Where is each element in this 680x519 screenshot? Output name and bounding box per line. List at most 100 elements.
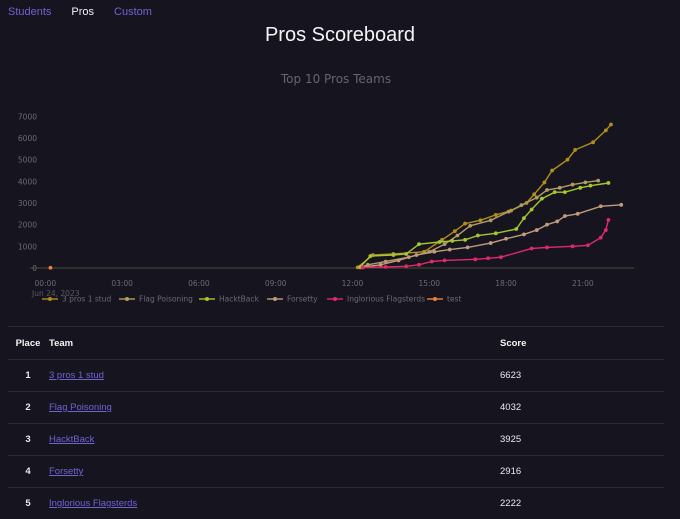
header-place: Place [8, 327, 48, 360]
data-point [417, 242, 421, 246]
data-point [504, 237, 508, 241]
data-point [463, 222, 467, 226]
data-point [583, 181, 587, 185]
legend-label: test [447, 295, 461, 304]
x-tick-label: 15:00 [418, 279, 440, 288]
y-tick-label: 1000 [18, 242, 37, 251]
data-point [432, 250, 436, 254]
data-point [532, 192, 536, 196]
data-point [368, 254, 372, 258]
y-tick-label: 4000 [18, 177, 37, 186]
nav-link-custom[interactable]: Custom [114, 6, 152, 18]
data-point [494, 231, 498, 235]
data-point [443, 259, 447, 263]
x-tick-label: 09:00 [265, 279, 287, 288]
legend-swatch-dot [333, 297, 337, 301]
data-point [479, 218, 483, 222]
legend-item: Flag Poisoning [119, 295, 193, 304]
x-tick-label: 03:00 [111, 279, 133, 288]
scoreboard-table-container: Place Team Score 1 3 pros 1 stud 6623 2 … [8, 326, 664, 519]
legend-label: 3 pros 1 stud [62, 295, 111, 304]
x-tick-label: 18:00 [495, 279, 517, 288]
legend-label: Inglorious Flagsterds [347, 295, 425, 304]
legend-item: HacktBack [199, 295, 260, 304]
data-point [456, 234, 460, 238]
data-point [586, 243, 590, 247]
data-point [543, 181, 547, 185]
team-link[interactable]: Inglorious Flagsterds [49, 498, 137, 509]
data-point [550, 169, 554, 173]
data-point [466, 246, 470, 250]
series-test [49, 266, 53, 270]
data-point [392, 253, 396, 257]
data-point [507, 210, 511, 214]
data-point [519, 203, 523, 207]
data-point [607, 218, 611, 222]
table-row: 1 3 pros 1 stud 6623 [8, 360, 664, 392]
y-tick-label: 3000 [18, 199, 37, 208]
data-point [573, 148, 577, 152]
y-tick-label: 2000 [18, 221, 37, 230]
nav-link-pros[interactable]: Pros [71, 6, 94, 18]
data-point [430, 260, 434, 264]
legend-swatch-dot [273, 297, 277, 301]
data-point [522, 216, 526, 220]
data-point [489, 218, 493, 222]
legend-label: Flag Poisoning [139, 295, 193, 304]
x-tick-label: 00:00 [35, 279, 57, 288]
table-row: 3 HacktBack 3925 [8, 424, 664, 456]
nav-link-students[interactable]: Students [8, 6, 51, 18]
data-point [545, 246, 549, 250]
score-cell: 3925 [499, 424, 664, 456]
legend-swatch-dot [433, 297, 437, 301]
y-tick-label: 6000 [18, 134, 37, 143]
data-point [535, 196, 539, 200]
data-point [589, 184, 593, 188]
legend-label: HacktBack [219, 295, 260, 304]
data-point [576, 212, 580, 216]
team-link[interactable]: Forsetty [49, 466, 83, 477]
data-point [571, 244, 575, 248]
team-link[interactable]: Flag Poisoning [49, 402, 112, 413]
data-point [545, 188, 549, 192]
place-cell: 3 [8, 424, 48, 456]
data-point [553, 190, 557, 194]
data-point [486, 256, 490, 260]
data-point [530, 208, 534, 212]
data-point [514, 227, 518, 231]
place-cell: 4 [8, 456, 48, 488]
header-team: Team [48, 327, 499, 360]
series-line [360, 183, 608, 267]
data-point [578, 186, 582, 190]
chart-series [49, 123, 624, 270]
data-point [476, 234, 480, 238]
x-tick-label: 06:00 [188, 279, 210, 288]
data-point [619, 203, 623, 207]
score-line-chart: Top 10 Pros Teams 0100020003000400050006… [0, 64, 680, 314]
data-point [530, 247, 534, 251]
legend-swatch-dot [205, 297, 209, 301]
data-point [473, 257, 477, 261]
team-link[interactable]: 3 pros 1 stud [49, 370, 104, 381]
data-point [417, 263, 421, 267]
data-point [545, 223, 549, 227]
place-cell: 1 [8, 360, 48, 392]
data-point [563, 190, 567, 194]
data-point [591, 140, 595, 144]
place-cell: 5 [8, 488, 48, 519]
data-point [443, 242, 447, 246]
header-score: Score [499, 327, 664, 360]
y-tick-label: 5000 [18, 156, 37, 165]
data-point [558, 186, 562, 190]
data-point [415, 253, 419, 257]
data-point [489, 241, 493, 245]
data-point [49, 266, 53, 270]
score-cell: 2916 [499, 456, 664, 488]
data-point [379, 263, 383, 267]
team-link[interactable]: HacktBack [49, 434, 94, 445]
data-point [609, 123, 613, 127]
legend-item: test [427, 295, 461, 304]
x-tick-label: 12:00 [342, 279, 364, 288]
